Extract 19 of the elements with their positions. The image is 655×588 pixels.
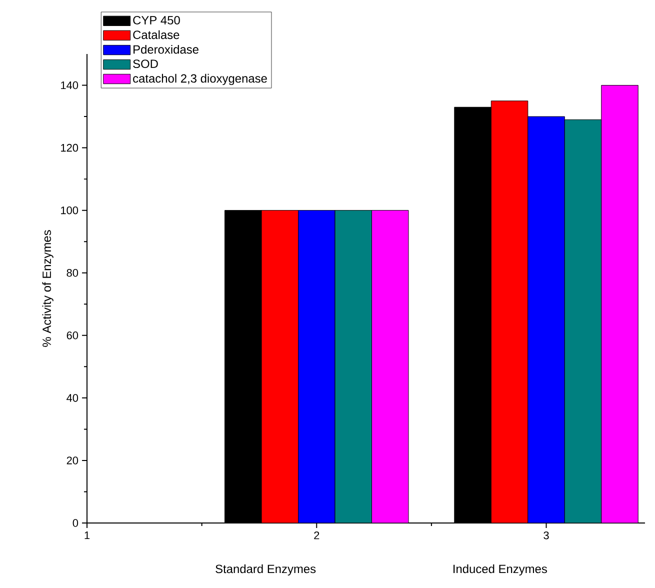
text: Standard Enzymes <box>216 564 316 576</box>
y-tick-label: 20 <box>66 456 78 464</box>
y-axis-title: % Activity of Enzymes <box>42 230 54 347</box>
y-tick-label: 100 <box>61 206 78 214</box>
y-tick-label: 40 <box>66 394 78 402</box>
legend-label: Pderoxidase <box>134 44 198 54</box>
legend-label: CYP 450 <box>133 16 180 24</box>
legend-label: SOD <box>133 60 158 68</box>
x-tick-label: 2 <box>314 532 320 540</box>
legend-label: Catalase <box>133 30 180 40</box>
x-tick-label: 3 <box>544 532 549 540</box>
y-tick-label: 0 <box>72 519 78 527</box>
legend-label: catachol 2,3 dioxygenase <box>133 74 267 86</box>
y-tick-label: 80 <box>66 268 78 277</box>
x-tick-label: 1 <box>84 532 90 540</box>
text: Induced Enzymes <box>454 564 547 576</box>
y-tick-label: 140 <box>61 81 78 90</box>
y-tick-label: 120 <box>61 144 78 152</box>
y-tick-label: 60 <box>66 332 78 340</box>
